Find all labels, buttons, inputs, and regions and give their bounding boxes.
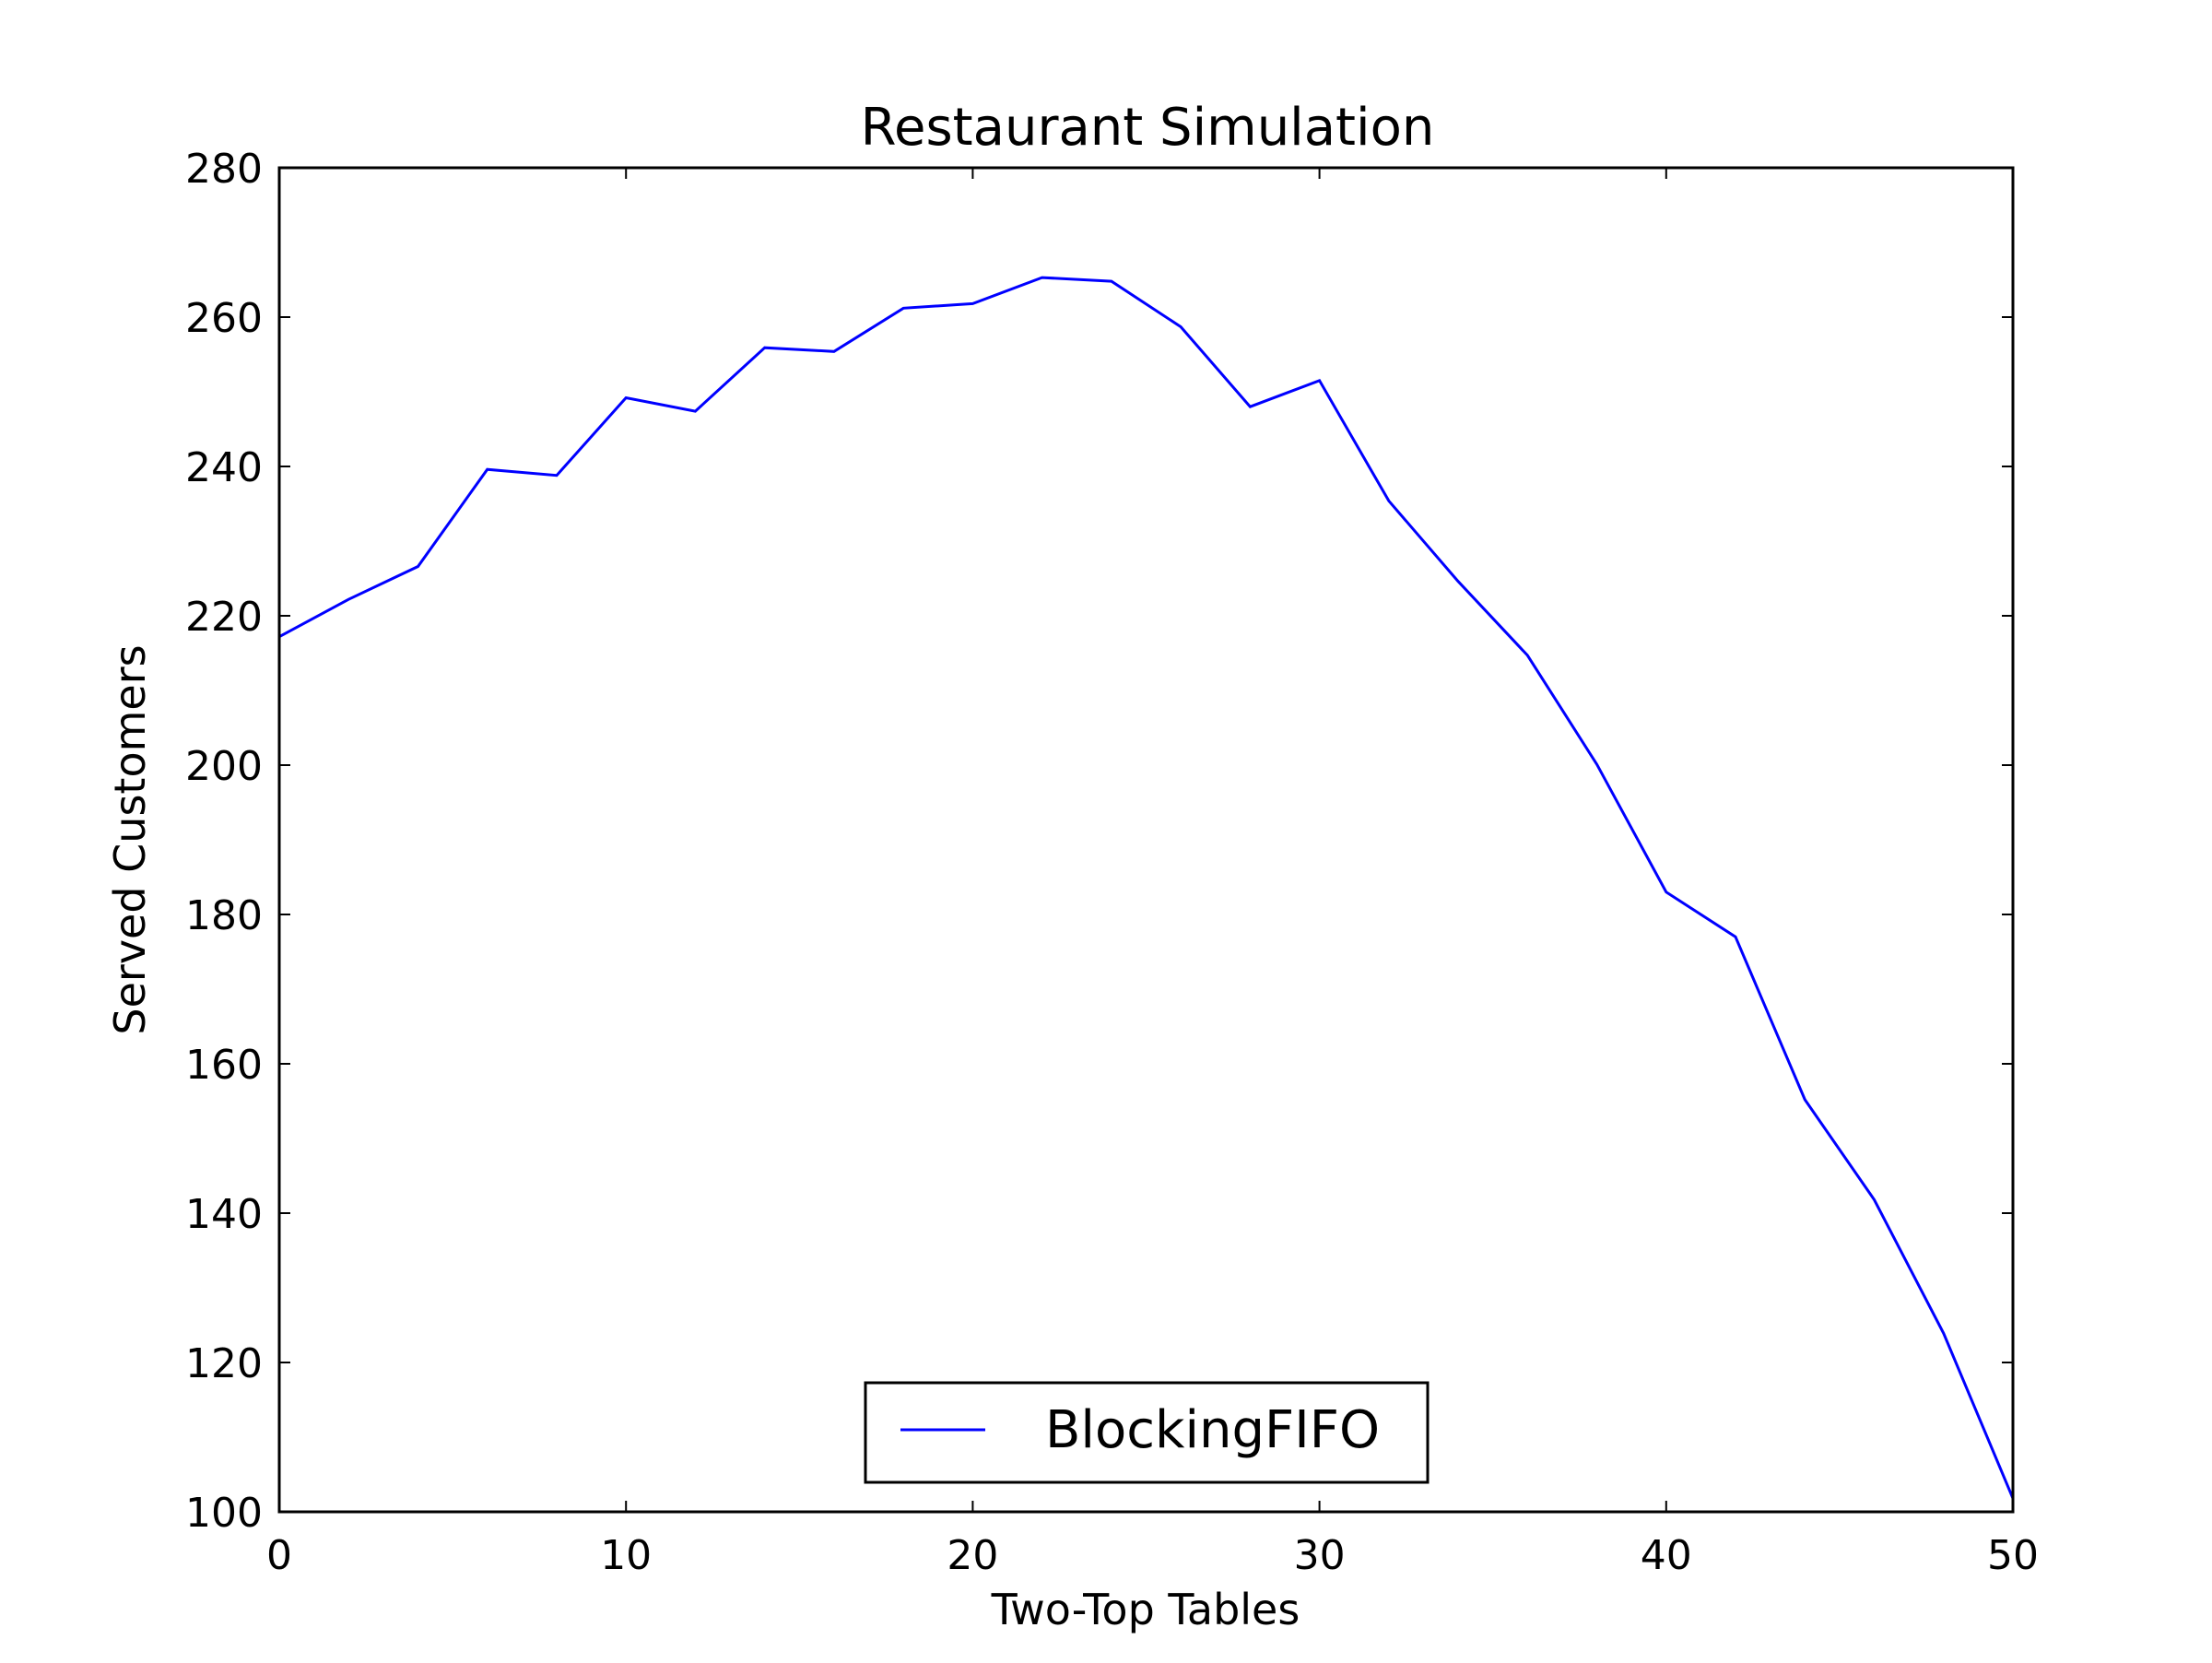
y-tick-label: 120 bbox=[185, 1340, 263, 1387]
x-tick-label: 0 bbox=[266, 1532, 292, 1579]
y-tick-label: 260 bbox=[185, 295, 263, 342]
y-axis-label: Served Customers bbox=[105, 644, 155, 1034]
y-tick-label: 220 bbox=[185, 594, 263, 641]
y-tick-label: 140 bbox=[185, 1191, 263, 1238]
x-tick-label: 10 bbox=[600, 1532, 652, 1579]
x-axis-label: Two-Top Tables bbox=[991, 1585, 1300, 1634]
x-tick-label: 20 bbox=[947, 1532, 998, 1579]
x-tick-label: 50 bbox=[1987, 1532, 2039, 1579]
chart-title: Restaurant Simulation bbox=[861, 98, 1435, 158]
plot-area-frame bbox=[277, 166, 2015, 1514]
y-tick-label: 280 bbox=[185, 146, 263, 193]
series-line-blockingfifo bbox=[278, 276, 2015, 1499]
x-tick-label: 30 bbox=[1294, 1532, 1346, 1579]
y-tick-label: 240 bbox=[185, 444, 263, 491]
y-tick-label: 100 bbox=[185, 1490, 263, 1537]
x-tick-label: 40 bbox=[1641, 1532, 1692, 1579]
y-tick-label: 160 bbox=[185, 1042, 263, 1089]
series-layer bbox=[278, 276, 2015, 1499]
y-axis-ticks: 100 120 140 160 180 200 220 240 260 280 bbox=[185, 146, 2013, 1537]
y-tick-label: 180 bbox=[185, 892, 263, 939]
legend: BlockingFIFO bbox=[864, 1381, 1430, 1484]
y-tick-label: 200 bbox=[185, 743, 263, 790]
legend-box bbox=[864, 1381, 1430, 1484]
legend-series-label: BlockingFIFO bbox=[1045, 1400, 1380, 1460]
x-axis-ticks: 0 10 20 30 40 50 bbox=[266, 168, 2039, 1579]
